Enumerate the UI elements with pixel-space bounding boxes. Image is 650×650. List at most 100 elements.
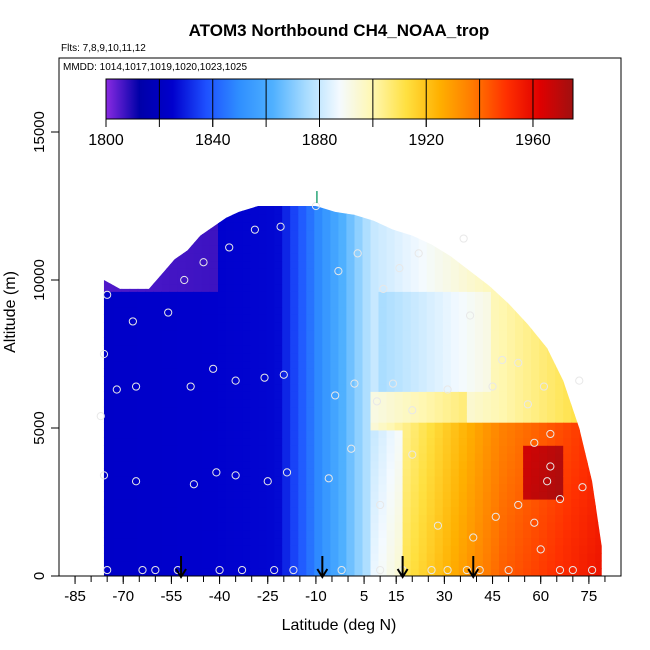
- heatmap-cell: [346, 329, 355, 338]
- heatmap-cell: [209, 399, 219, 408]
- heatmap-cell: [386, 522, 396, 531]
- heatmap-cell: [482, 345, 492, 354]
- heatmap-cell: [250, 291, 259, 300]
- heatmap-cell: [450, 568, 460, 576]
- heatmap-cell: [113, 529, 123, 539]
- heatmap-cell: [571, 491, 580, 500]
- heatmap-cell: [547, 368, 556, 377]
- heatmap-cell: [579, 298, 588, 308]
- heatmap-cell: [242, 245, 251, 254]
- heatmap-cell: [201, 422, 211, 431]
- heatmap-cell: [330, 399, 339, 408]
- heatmap-cell: [346, 506, 355, 515]
- heatmap-cell: [458, 360, 468, 369]
- heatmap-cell: [162, 191, 171, 199]
- heatmap-cell: [234, 368, 243, 377]
- heatmap-cell: [555, 499, 564, 508]
- heatmap-cell: [258, 322, 267, 331]
- heatmap-cell: [314, 476, 323, 485]
- heatmap-cell: [330, 260, 339, 269]
- heatmap-cell: [466, 206, 476, 215]
- heatmap-cell: [177, 291, 187, 300]
- heatmap-cell: [242, 491, 251, 500]
- heatmap-cell: [274, 429, 283, 439]
- heatmap-cell: [482, 476, 492, 485]
- heatmap-cell: [547, 452, 556, 462]
- heatmap-cell: [474, 206, 484, 208]
- heatmap-cell: [354, 468, 364, 477]
- heatmap-cell: [507, 491, 516, 500]
- heatmap-cell: [338, 491, 347, 500]
- heatmap-cell: [209, 499, 219, 508]
- heatmap-cell: [442, 298, 452, 308]
- x-axis-title: Latitude (deg N): [282, 617, 397, 634]
- heatmap-cell: [250, 268, 259, 277]
- heatmap-cell: [378, 445, 388, 454]
- heatmap-cell: [274, 222, 283, 231]
- heatmap-cell: [346, 360, 355, 369]
- heatmap-cell: [370, 237, 380, 246]
- heatmap-cell: [450, 399, 460, 408]
- heatmap-cell: [129, 537, 139, 546]
- heatmap-cell: [442, 375, 452, 385]
- heatmap-cell: [386, 514, 396, 523]
- heatmap-cell: [531, 429, 540, 439]
- heatmap-cell: [523, 314, 532, 323]
- heatmap-cell: [386, 560, 396, 569]
- heatmap-cell: [234, 275, 243, 285]
- heatmap-cell: [209, 329, 219, 338]
- heatmap-cell: [153, 414, 163, 423]
- heatmap-cell: [507, 214, 516, 223]
- heatmap-cell: [129, 399, 139, 408]
- heatmap-cell: [507, 483, 516, 492]
- heatmap-cell: [290, 337, 299, 346]
- heatmap-cell: [571, 291, 580, 300]
- heatmap-cell: [330, 375, 339, 385]
- heatmap-cell: [161, 283, 171, 292]
- heatmap-cell: [290, 529, 299, 539]
- heatmap-cell: [507, 229, 516, 238]
- heatmap-cell: [507, 206, 516, 208]
- heatmap-cell: [474, 491, 484, 500]
- heatmap-cell: [306, 214, 315, 223]
- heatmap-cell: [370, 375, 380, 385]
- heatmap-cell: [290, 291, 299, 300]
- heatmap-cell: [322, 506, 331, 515]
- heatmap-cell: [458, 352, 468, 362]
- heatmap-cell: [587, 499, 596, 508]
- heatmap-cell: [402, 391, 412, 400]
- heatmap-cell: [129, 491, 139, 500]
- heatmap-cell: [177, 283, 187, 292]
- heatmap-cell: [161, 252, 171, 262]
- heatmap-cell: [370, 429, 380, 439]
- heatmap-cell: [290, 414, 299, 423]
- heatmap-cell: [531, 476, 540, 485]
- heatmap-cell: [571, 383, 580, 392]
- heatmap-cell: [482, 237, 492, 246]
- heatmap-cell: [209, 568, 219, 576]
- heatmap-cell: [499, 345, 508, 354]
- sample-point: [279, 370, 288, 379]
- heatmap-cell: [274, 468, 283, 477]
- heatmap-cell: [587, 468, 596, 477]
- heatmap-cell: [218, 260, 227, 269]
- heatmap-cell: [418, 368, 428, 377]
- heatmap-cell: [306, 560, 315, 569]
- heatmap-cell: [434, 260, 444, 269]
- heatmap-cell: [507, 560, 516, 569]
- heatmap-cell: [442, 460, 452, 469]
- heatmap-cell: [499, 460, 508, 469]
- heatmap-cell: [579, 445, 588, 454]
- heatmap-cell: [434, 506, 444, 515]
- heatmap-cell: [595, 368, 602, 377]
- heatmap-cell: [458, 383, 468, 392]
- heatmap-cell: [531, 552, 540, 562]
- heatmap-cell: [169, 229, 179, 238]
- heatmap-cell: [434, 560, 444, 569]
- heatmap-cell: [266, 368, 275, 377]
- heatmap-cell: [290, 499, 299, 508]
- heatmap-cell: [234, 476, 243, 485]
- heatmap-cell: [354, 445, 364, 454]
- heatmap-cell: [490, 445, 500, 454]
- heatmap-cell: [482, 306, 492, 315]
